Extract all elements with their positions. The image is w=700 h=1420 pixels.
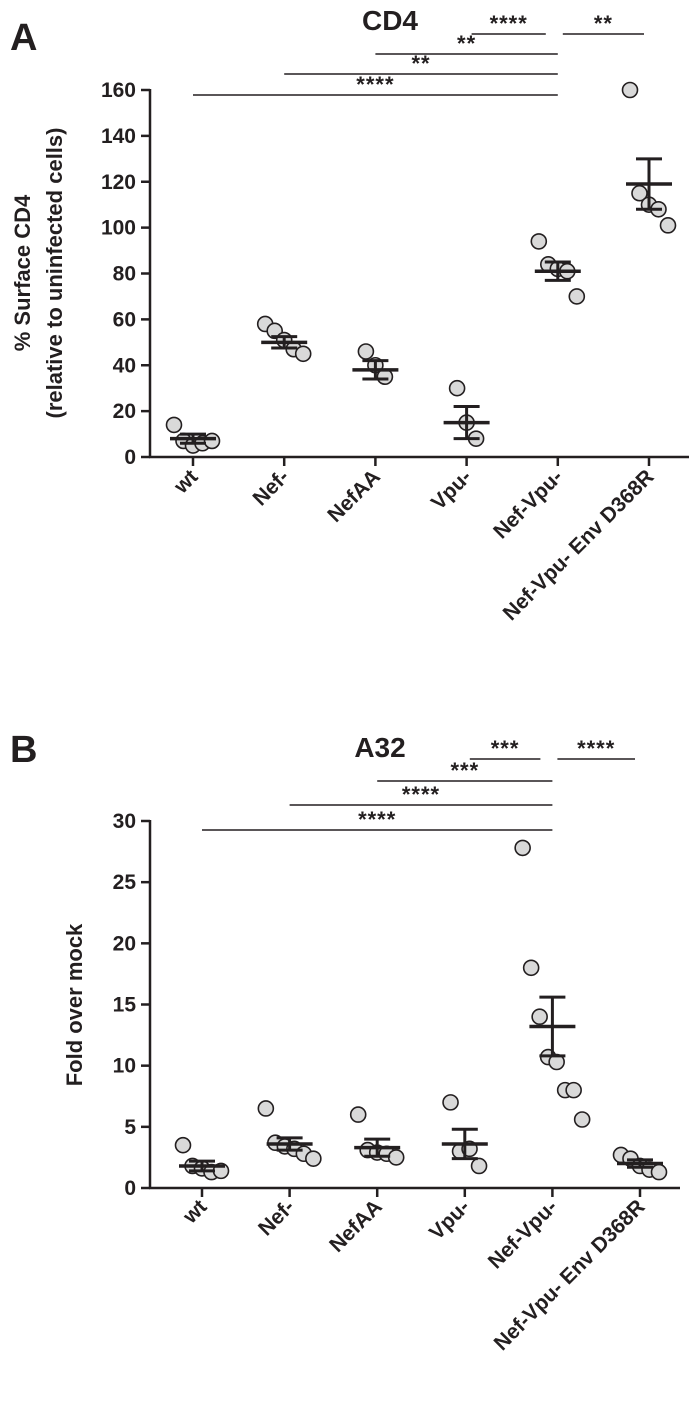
data-point [514,839,531,857]
y-tick-label: 120 [101,171,136,194]
data-point [531,1008,548,1026]
data-point [294,345,312,363]
x-tick-label: wt [169,465,202,498]
x-tick-label: Nef- [249,465,294,510]
significance-label: ** [457,31,476,56]
data-point [565,1081,582,1099]
significance-label: *** [491,736,520,761]
x-tick-label: Nef-Vpu- [489,465,567,543]
y-tick-label: 30 [113,810,136,833]
data-point [621,81,639,99]
significance-label: **** [490,11,528,36]
y-tick-label: 20 [113,932,136,955]
data-point [659,217,677,234]
data-point [522,959,540,977]
y-tick-label: 0 [124,446,136,469]
data-point [349,1106,367,1123]
panel-letter: B [10,729,37,771]
y-tick-label: 40 [113,354,136,377]
y-axis-label: Fold over mock [62,923,87,1086]
significance-label: **** [358,807,396,832]
data-point [530,233,548,250]
x-tick-label: NefAA [325,1195,387,1257]
y-tick-label: 60 [113,308,136,331]
significance-label: ** [594,11,613,36]
y-axis-label-2: (relative to uninfected cells) [42,128,67,419]
x-tick-label: Vpu- [425,1195,474,1244]
x-tick-label: Nef- [254,1195,299,1240]
data-point [650,1163,668,1181]
panel-b: B A32 Fold over mock 0 5 10 15 20 25 30 wt Nef- NefA… [10,729,680,1355]
y-tick-label: 140 [101,125,136,148]
panel-a: A CD4 % Surface CD4 (relative to uninfected… [10,5,689,625]
significance-label: **** [577,736,615,761]
data-point [568,288,586,305]
data-point [573,1111,591,1128]
panel-letter: A [10,17,37,59]
significance-label: **** [356,72,394,97]
data-point [470,1157,488,1175]
data-point [357,343,375,360]
x-tick-label: Vpu- [427,465,476,514]
significance-label: ** [411,51,430,76]
y-tick-label: 0 [124,1177,136,1200]
data-point [387,1149,405,1166]
y-tick-label: 15 [113,994,137,1017]
x-tick-label: Nef-Vpu- Env D368R [490,1195,650,1355]
data-point [165,416,183,434]
data-point [257,1100,275,1117]
data-point [442,1094,459,1111]
x-tick-label: Nef-Vpu- Env D368R [499,465,659,625]
chart-title: CD4 [362,5,418,36]
y-tick-label: 20 [113,400,136,423]
y-tick-label: 80 [113,263,136,286]
data-point [174,1136,192,1154]
significance-label: *** [450,758,479,783]
data-point [448,379,466,397]
y-tick-label: 5 [124,1116,136,1139]
data-point [305,1150,322,1167]
y-tick-label: 160 [101,79,136,102]
y-axis-label: % Surface CD4 [10,194,35,351]
y-tick-label: 25 [113,871,137,894]
x-tick-label: NefAA [323,465,385,527]
y-tick-label: 100 [101,217,136,240]
x-tick-label: wt [178,1195,211,1228]
y-tick-label: 10 [113,1055,136,1078]
significance-label: **** [402,782,440,807]
data-point [203,432,221,450]
x-tick-label: Nef-Vpu- [484,1195,562,1273]
chart-title: A32 [354,732,405,763]
